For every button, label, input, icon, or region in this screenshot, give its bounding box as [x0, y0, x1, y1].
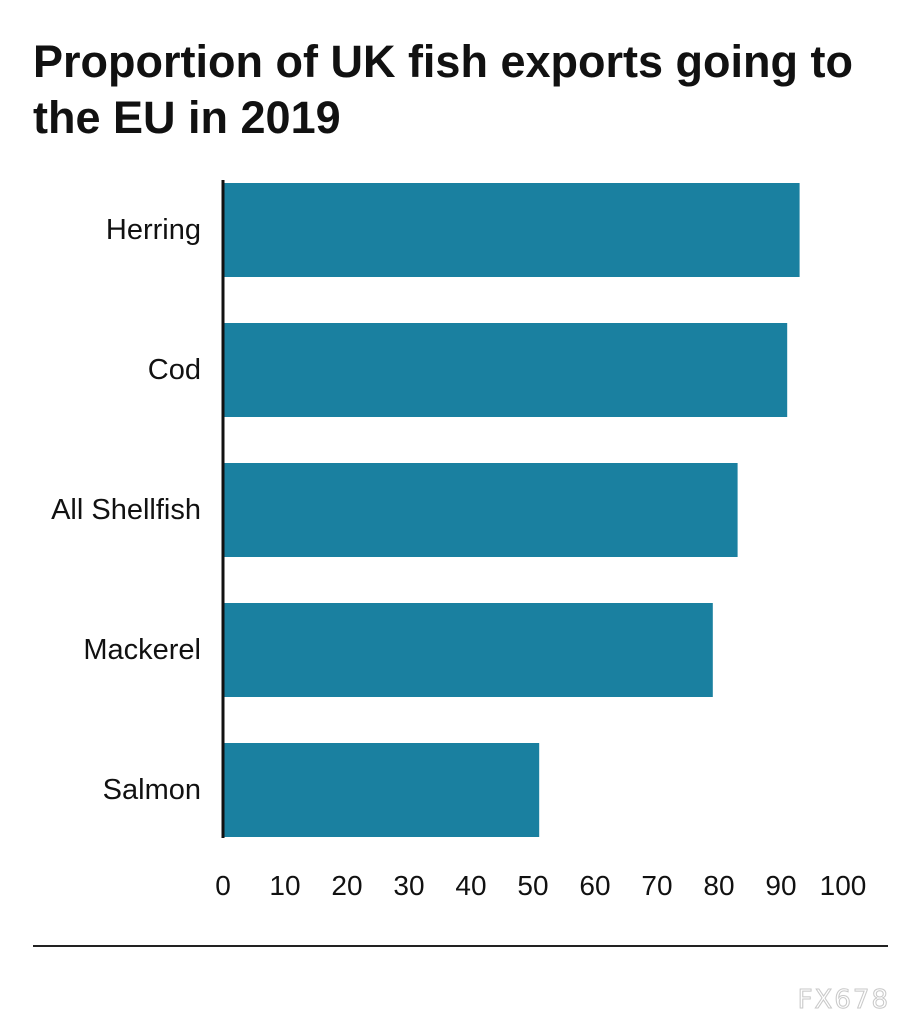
x-axis-tick-labels: 0 10 20 30 40 50 60 70 80 90 100: [215, 870, 866, 901]
x-tick-label-100: 100: [820, 870, 867, 901]
bottom-rule: [33, 945, 888, 947]
category-label-salmon: Salmon: [103, 774, 201, 806]
category-label-cod: Cod: [148, 354, 201, 386]
bar-all-shellfish: [223, 463, 738, 557]
bar-mackerel: [223, 603, 713, 697]
x-tick-label-30: 30: [393, 870, 424, 901]
x-tick-label-10: 10: [269, 870, 300, 901]
category-label-mackerel: Mackerel: [83, 634, 201, 666]
bar-salmon: [223, 743, 540, 837]
bar-chart: Herring Cod All Shellfish Mackerel Salmon 0 1…: [51, 180, 866, 901]
x-tick-label-20: 20: [331, 870, 362, 901]
bar-herring: [223, 183, 800, 277]
category-label-all-shellfish: All Shellfish: [51, 494, 201, 526]
bar-cod: [223, 323, 788, 417]
x-tick-label-60: 60: [579, 870, 610, 901]
x-tick-label-80: 80: [703, 870, 734, 901]
x-tick-label-50: 50: [517, 870, 548, 901]
bars-layer: [223, 183, 800, 837]
chart-title: Proportion of UK fish exports going to t…: [33, 36, 853, 143]
x-tick-label-70: 70: [641, 870, 672, 901]
watermark-logo: FX678: [797, 985, 890, 1016]
x-tick-label-90: 90: [765, 870, 796, 901]
x-tick-label-0: 0: [215, 870, 231, 901]
category-labels: Herring Cod All Shellfish Mackerel Salmon: [51, 214, 201, 806]
x-tick-label-40: 40: [455, 870, 486, 901]
category-label-herring: Herring: [106, 214, 201, 246]
